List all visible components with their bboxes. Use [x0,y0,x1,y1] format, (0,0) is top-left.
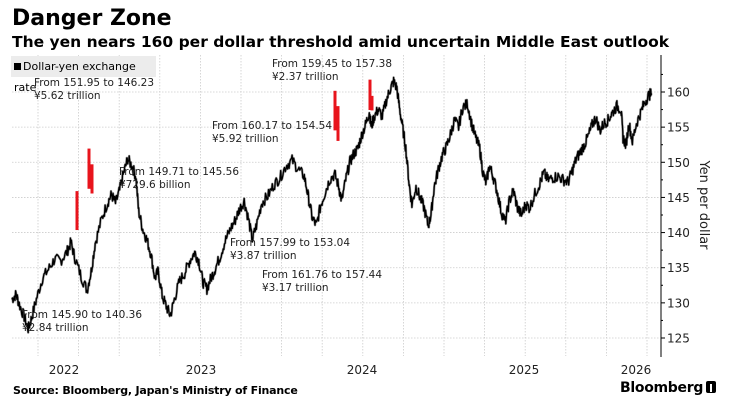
x-tick-label: 2025 [509,363,540,377]
y-tick-label: 160 [667,86,690,100]
annotation-range: From 161.76 to 157.44 [262,269,382,281]
y-tick-label: 135 [667,261,690,275]
x-tick-label: 2023 [186,363,217,377]
chart-subtitle: The yen nears 160 per dollar threshold a… [12,33,670,51]
annotation-amount: ¥5.92 trillion [212,133,279,145]
x-axis: 2022 2023 2024 2025 2026 [49,363,652,377]
legend-label: Dollar-yen exchange rate [14,60,136,94]
series-line [11,76,653,334]
brand-name: Bloomberg [620,380,704,396]
annotations: From 145.90 to 140.36¥2.84 trillion From … [22,58,392,334]
y-tick-label: 155 [667,121,690,135]
x-tick-label: 2024 [347,363,378,377]
series-dollar-yen [10,76,653,334]
annotation-range: From 160.17 to 154.54 [212,120,332,132]
legend-swatch-icon [14,63,21,70]
y-axis-title: Yen per dollar [696,159,711,250]
y-tick-label: 150 [667,156,690,170]
bloomberg-logo-icon [706,381,717,393]
bloomberg-logo: Bloomberg [620,380,717,396]
annotation-range: From 159.45 to 157.38 [272,58,392,70]
y-tick-label: 140 [667,226,690,240]
annotation-range: From 149.71 to 145.56 [119,166,239,178]
source-note: Source: Bloomberg, Japan's Ministry of F… [13,384,298,397]
chart-title: Danger Zone [12,6,172,31]
y-tick-label: 125 [667,332,690,346]
annotation-amount: ¥2.84 trillion [22,322,89,334]
annotation-range: From 145.90 to 140.36 [22,309,142,321]
x-tick-label: 2022 [49,363,80,377]
x-tick-label: 2026 [621,363,652,377]
y-tick-label: 145 [667,191,690,205]
y-axis: 125 130 135 140 145 150 155 160 Yen per dollar [660,55,711,357]
annotation-amount: ¥2.37 trillion [272,71,339,83]
annotation-amount: ¥729.6 billion [119,179,191,191]
legend: Dollar-yen exchange rate [11,56,156,94]
annotation-range: From 157.99 to 153.04 [230,237,350,249]
annotation-amount: ¥3.87 trillion [230,250,297,262]
annotation-amount: ¥5.62 trillion [34,90,101,102]
intervention-markers [75,79,374,231]
annotation-range: From 151.95 to 146.23 [34,77,154,89]
annotation-amount: ¥3.17 trillion [262,282,329,294]
y-tick-label: 130 [667,296,690,310]
